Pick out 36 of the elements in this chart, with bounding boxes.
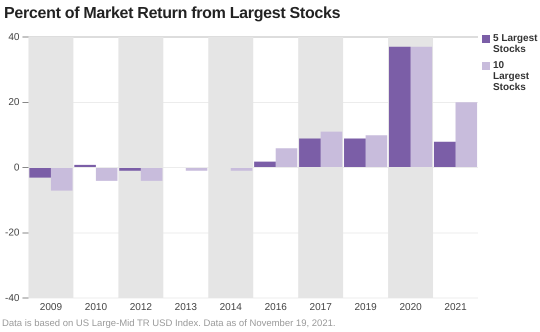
x-tick-label: 2021: [444, 302, 468, 313]
bar: [119, 168, 141, 171]
y-tick-label: 40: [8, 32, 20, 43]
legend-label: 10 Largest Stocks: [493, 60, 530, 93]
bar: [254, 162, 276, 167]
bar: [344, 138, 366, 167]
x-tick-label: 2014: [220, 302, 242, 313]
x-tick-label: 2020: [399, 302, 422, 313]
bar: [186, 168, 208, 171]
legend-label: 5 Largest Stocks: [493, 33, 538, 55]
y-tick-label: -40: [5, 292, 20, 304]
text: Data is based on US Large-Mid TR USD Index. Data as of November 19, 2021.: [2, 318, 336, 329]
x-tick-label: 2010: [84, 302, 108, 313]
y-tick-label: 20: [8, 97, 20, 108]
y-tick-label: 0: [14, 162, 20, 174]
bar: [96, 168, 118, 181]
bar: [276, 148, 298, 167]
bar: [434, 142, 456, 167]
x-tick-label: 2016: [264, 302, 288, 313]
bar: [230, 168, 252, 171]
y-tick-label: -20: [5, 228, 20, 238]
bar: [456, 102, 478, 167]
x-tick-label: 2017: [310, 302, 332, 313]
x-tick-label: 2013: [174, 302, 198, 313]
x-tick-label: 2009: [40, 302, 62, 313]
bar: [410, 46, 432, 167]
bar: [140, 168, 162, 181]
x-tick-label: 2012: [130, 302, 152, 313]
bar: [29, 168, 51, 178]
bar: [388, 46, 411, 167]
bar: [366, 135, 388, 167]
bar: [50, 168, 73, 191]
x-tick-label: 2019: [354, 302, 378, 313]
chart-title: Percent of Market Return from Largest Stocks: [4, 5, 340, 23]
bar: [320, 132, 342, 167]
bar: [299, 138, 321, 167]
